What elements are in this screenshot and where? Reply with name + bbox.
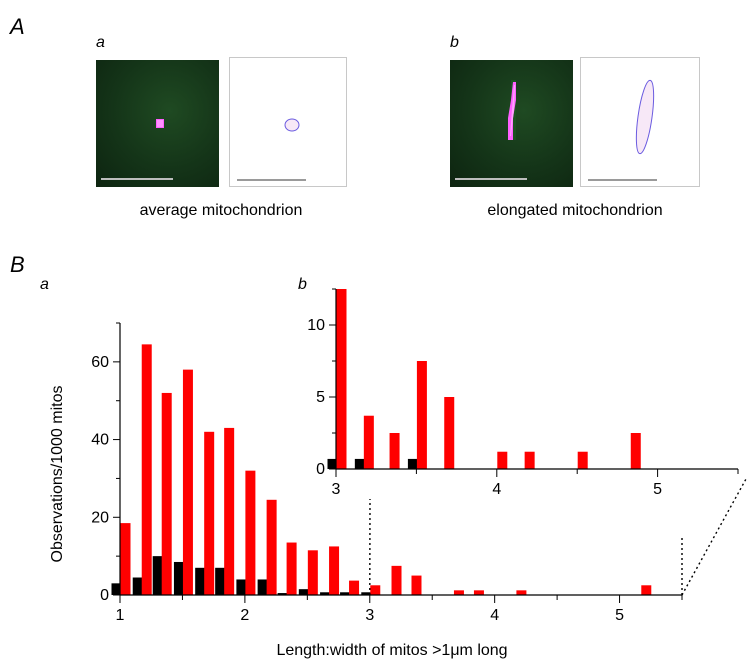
- inset-bar: [444, 397, 455, 469]
- panel-b-sub-a-label: a: [40, 276, 49, 293]
- inset-chart-axes: 0 5 10 3 4 5: [307, 288, 739, 498]
- main-bar: [340, 592, 351, 595]
- inset-y-tick-label: 5: [316, 389, 325, 406]
- main-bar: [391, 565, 402, 595]
- main-y-tick-label: 0: [100, 587, 109, 604]
- main-bar: [152, 556, 163, 595]
- main-bar: [236, 579, 247, 595]
- main-bar: [161, 392, 172, 595]
- main-bar: [516, 590, 527, 595]
- inset-bar: [577, 451, 588, 469]
- main-bar: [257, 579, 268, 595]
- average-mito-signal: [156, 119, 164, 128]
- main-bar: [266, 499, 277, 595]
- main-y-tick-label: 20: [91, 509, 109, 526]
- elongated-mito-fluorescence-image: [450, 60, 573, 187]
- main-x-tick-label: 1: [116, 607, 125, 624]
- main-bar: [173, 561, 184, 595]
- inset-background: [337, 281, 747, 469]
- x-axis-label: Length:width of mitos >1μm long: [276, 642, 507, 659]
- main-bar: [411, 575, 422, 595]
- inset-bar: [416, 361, 427, 469]
- main-bar: [370, 585, 381, 595]
- main-bar: [182, 369, 193, 595]
- main-bar: [277, 593, 288, 595]
- inset-chart-bars: [327, 281, 747, 469]
- scale-bar: [237, 179, 306, 181]
- inset-bar: [407, 458, 418, 469]
- inset-y-tick-label: 10: [307, 317, 325, 334]
- main-x-tick-label: 2: [240, 607, 249, 624]
- main-chart-bars: [111, 344, 652, 595]
- average-mito-fluorescence-image: [96, 60, 219, 187]
- scale-bar: [455, 178, 527, 180]
- main-bar: [111, 583, 122, 595]
- main-x-tick-label: 3: [365, 607, 374, 624]
- main-bar: [141, 344, 152, 595]
- main-bar: [453, 590, 464, 595]
- inset-bar: [389, 433, 400, 469]
- inset-bar: [354, 458, 365, 469]
- main-bar: [286, 542, 297, 595]
- inset-bar: [363, 415, 374, 469]
- main-y-tick-label: 40: [91, 432, 109, 449]
- main-bar: [132, 577, 143, 595]
- main-bar: [215, 567, 226, 595]
- zoom-connector-lines: [369, 478, 747, 596]
- inset-bar: [524, 451, 535, 469]
- main-bar: [245, 470, 256, 595]
- inset-x-tick-label: 4: [492, 481, 501, 498]
- panel-b-label: B: [10, 252, 25, 277]
- average-mito-outline: [284, 118, 300, 132]
- average-mito-outline-image: [229, 57, 347, 187]
- main-bar: [320, 592, 331, 595]
- main-bar: [473, 590, 484, 595]
- inset-y-tick-label: 0: [316, 461, 325, 478]
- main-bar: [641, 585, 652, 595]
- panel-a-sub-b-label: b: [450, 34, 459, 51]
- main-bar: [349, 580, 360, 595]
- inset-x-tick-label: 3: [332, 481, 341, 498]
- scale-bar: [101, 178, 173, 180]
- caption-elongated-mitochondrion: elongated mitochondrion: [487, 202, 663, 219]
- panel-b-sub-b-label: b: [298, 276, 307, 293]
- caption-average-mitochondrion: average mitochondrion: [139, 202, 303, 219]
- elongated-mito-signal: [508, 80, 516, 140]
- elongated-mito-outline: [635, 79, 655, 155]
- main-bar: [329, 546, 340, 595]
- main-bar: [204, 431, 215, 595]
- main-bar: [120, 523, 131, 595]
- inset-bar: [497, 451, 508, 469]
- inset-bar: [327, 458, 338, 469]
- elongated-mito-outline-image: [580, 57, 700, 187]
- main-bar: [195, 567, 206, 595]
- main-bar: [224, 427, 235, 595]
- inset-bar: [336, 289, 347, 469]
- y-axis-label: Observations/1000 mitos: [49, 386, 66, 563]
- main-bar: [307, 550, 318, 595]
- main-bar: [298, 589, 309, 595]
- main-bar: [361, 592, 372, 595]
- zoom-line-right: [681, 478, 747, 596]
- panel-a-label: A: [10, 14, 25, 39]
- panel-a-sub-a-label: a: [96, 34, 105, 51]
- inset-bar: [630, 433, 641, 469]
- main-x-tick-label: 4: [490, 607, 499, 624]
- main-x-tick-label: 5: [615, 607, 624, 624]
- main-y-tick-label: 60: [91, 354, 109, 371]
- scale-bar: [588, 179, 657, 181]
- inset-x-tick-label: 5: [653, 481, 662, 498]
